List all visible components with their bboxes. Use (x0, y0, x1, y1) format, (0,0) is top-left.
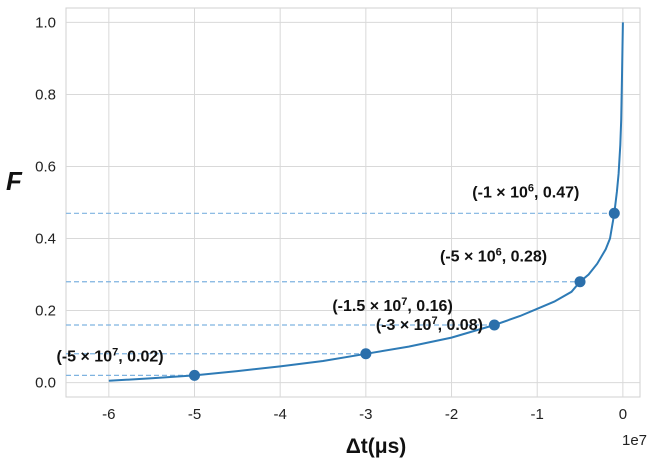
y-tick-label: 0.2 (35, 303, 56, 320)
reference-lines (66, 212, 615, 376)
x-tick-label: -3 (359, 406, 372, 423)
x-tick-label: 0 (619, 406, 627, 423)
y-tick-label: 0.0 (35, 375, 56, 392)
data-point (608, 207, 620, 219)
y-tick-label: 1.0 (35, 14, 56, 31)
series-line (108, 22, 624, 382)
y-tick-label: 0.6 (35, 158, 56, 175)
y-tick-label: 0.8 (35, 86, 56, 103)
plot-frame (65, 7, 641, 398)
data-point (488, 319, 500, 331)
grid-layer (65, 7, 641, 398)
x-tick-label: -4 (274, 406, 287, 423)
point-annotations: (-5 × 107, 0.02) (-3 × 107, 0.08)(-1.5 × … (57, 182, 580, 365)
data-point (574, 276, 586, 288)
x-tick-label: -6 (102, 406, 115, 423)
point-annotation: (-5 × 107, 0.02) (57, 346, 164, 365)
x-axis-label: Δt(μs) (346, 435, 407, 458)
tick-labels: -6 -5 -4 -3 -2 -1 0 0.0 0.2 0.4 0.6 0.8 1.0 (35, 14, 627, 423)
point-annotation: (-1 × 106, 0.47) (472, 182, 579, 201)
point-annotation: (-3 × 107, 0.08) (376, 315, 483, 334)
point-annotation: (-1.5 × 107, 0.16) (332, 296, 452, 315)
x-tick-label: -5 (188, 406, 201, 423)
data-point (360, 348, 372, 360)
highlighted-points (189, 207, 620, 381)
y-tick-label: 0.4 (35, 231, 56, 248)
x-tick-label: -2 (445, 406, 458, 423)
data-point (189, 369, 201, 381)
y-axis-label: F (6, 166, 23, 196)
point-annotation: (-5 × 106, 0.28) (440, 247, 547, 266)
x-axis-exponent: 1e7 (622, 432, 647, 449)
x-tick-label: -1 (531, 406, 544, 423)
